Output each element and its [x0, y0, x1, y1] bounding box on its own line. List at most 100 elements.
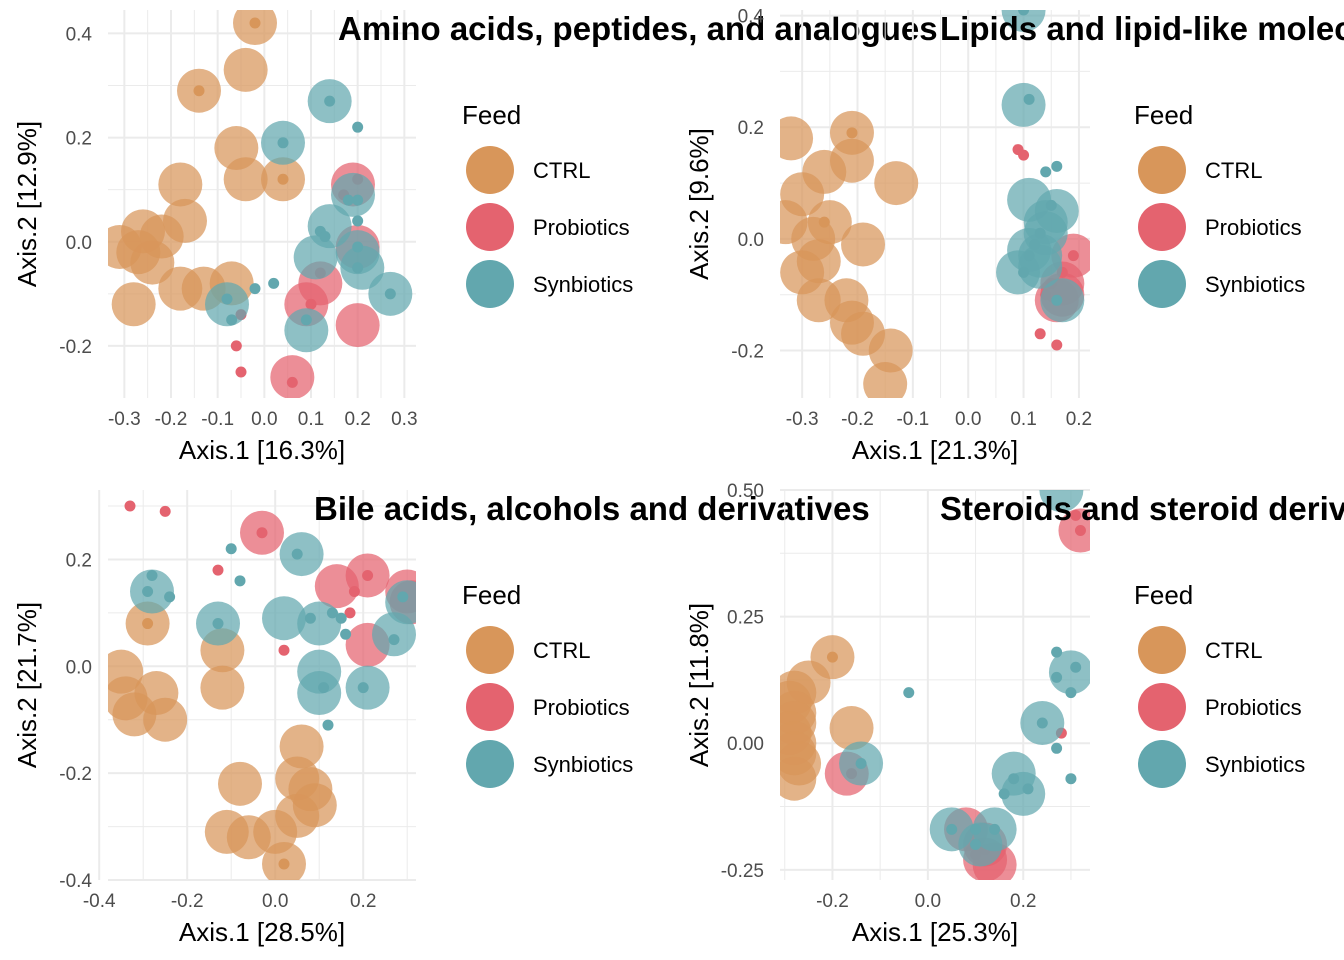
legend-key-ctrl: [1138, 626, 1186, 674]
point-ctrl: [223, 47, 268, 92]
legend-key-synbiotics: [1138, 260, 1186, 308]
points: [108, 500, 416, 880]
x-axis-label: Axis.1 [28.5%]: [179, 917, 345, 947]
point-ctrl: [130, 240, 175, 285]
legend: Feed CTRL Probiotics Synbiotics: [1134, 100, 1305, 308]
point-synbiotics-small: [1065, 687, 1077, 699]
panel-1: -0.3 -0.2 -0.1 0.0 0.1 0.2 0.3 -0.2 0.0 0.2 0.4 Axi…: [12, 10, 938, 465]
points: [108, 10, 413, 398]
point-probiotics-small: [230, 340, 242, 352]
x-tick-label: 0.0: [251, 409, 277, 430]
point-ctrl: [841, 222, 886, 267]
legend-label-ctrl: CTRL: [1205, 158, 1262, 183]
legend-key-ctrl: [466, 146, 514, 194]
point-synbiotics: [1048, 650, 1090, 695]
legend-label-synbiotics: Synbiotics: [533, 752, 633, 777]
point-probiotics-small: [305, 298, 317, 310]
point-synbiotics-small: [352, 215, 364, 227]
point-ctrl-small: [142, 618, 154, 630]
legend-label-ctrl: CTRL: [533, 638, 590, 663]
point-synbiotics: [293, 235, 338, 280]
point-probiotics: [1058, 508, 1090, 553]
point-synbiotics-small: [970, 839, 982, 851]
point-probiotics-small: [348, 586, 360, 598]
x-tick-label: 0.2: [350, 891, 376, 912]
point-synbiotics-small: [384, 288, 396, 300]
x-tick-label: 0.0: [262, 891, 288, 912]
legend-label-probiotics: Probiotics: [1205, 215, 1302, 240]
point-probiotics-small: [1074, 525, 1086, 537]
y-axis-label: Axis.2 [11.8%]: [684, 603, 714, 767]
point-ctrl: [868, 328, 913, 373]
point-synbiotics-small: [1045, 199, 1057, 211]
point-synbiotics-small: [998, 788, 1010, 800]
point-synbiotics-small: [1040, 166, 1052, 178]
point-synbiotics-small: [304, 612, 316, 624]
point-synbiotics-small: [397, 591, 409, 603]
point-synbiotics: [1001, 82, 1046, 127]
point-ctrl-small: [826, 651, 838, 663]
legend-key-synbiotics: [1138, 740, 1186, 788]
point-synbiotics-small: [342, 194, 354, 206]
legend-label-synbiotics: Synbiotics: [1205, 272, 1305, 297]
point-synbiotics-small: [291, 548, 303, 560]
legend-label-ctrl: CTRL: [533, 158, 590, 183]
legend-key-probiotics: [466, 203, 514, 251]
point-synbiotics-small: [388, 634, 400, 646]
x-tick-label: -0.3: [786, 409, 819, 430]
legend-key-ctrl: [1138, 146, 1186, 194]
x-axis-label: Axis.1 [16.3%]: [179, 435, 345, 465]
point-synbiotics-small: [903, 687, 915, 699]
point-synbiotics: [385, 580, 416, 625]
x-tick-label: 0.1: [1010, 409, 1036, 430]
legend: Feed CTRL Probiotics Synbiotics: [462, 100, 633, 308]
point-synbiotics: [1040, 278, 1085, 323]
y-tick-label: 0.50: [727, 481, 764, 502]
point-ctrl-small: [278, 858, 290, 870]
x-tick-label: -0.2: [841, 409, 874, 430]
point-synbiotics-small: [249, 283, 261, 295]
point-synbiotics-small: [221, 293, 233, 305]
point-ctrl: [158, 162, 203, 207]
point-synbiotics: [297, 671, 342, 716]
point-synbiotics-small: [1070, 661, 1082, 673]
y-tick-label: 0.2: [738, 118, 764, 139]
point-synbiotics-small: [268, 277, 280, 289]
point-synbiotics-small: [226, 314, 238, 326]
x-axis-label: Axis.1 [25.3%]: [852, 917, 1018, 947]
y-tick-label: 0.0: [66, 657, 92, 678]
point-synbiotics-small: [318, 682, 330, 694]
point-synbiotics: [331, 172, 375, 217]
point-synbiotics-small: [146, 569, 158, 581]
legend-title: Feed: [1134, 580, 1193, 610]
point-synbiotics-small: [1051, 646, 1063, 658]
point-probiotics-small: [256, 527, 268, 539]
point-synbiotics-small: [1034, 227, 1046, 239]
legend-label-synbiotics: Synbiotics: [533, 272, 633, 297]
point-ctrl: [874, 161, 919, 206]
x-tick-label: 0.3: [391, 409, 417, 430]
point-probiotics-small: [159, 505, 171, 517]
point-synbiotics-small: [300, 314, 312, 326]
chart-title: Bile acids, alcohols and derivatives: [314, 490, 870, 527]
point-ctrl: [829, 706, 874, 751]
panel-2: -0.3 -0.2 -0.1 0.0 0.1 0.2 -0.2 0.0 0.2 0.4 Axis.1…: [684, 7, 1344, 465]
point-synbiotics-small: [324, 95, 336, 107]
point-synbiotics-small: [277, 137, 289, 149]
point-synbiotics-small: [1023, 250, 1035, 262]
point-synbiotics-small: [1051, 160, 1063, 172]
point-probiotics-small: [278, 644, 290, 656]
point-synbiotics-small: [970, 823, 982, 835]
point-ctrl: [111, 282, 156, 327]
legend-key-probiotics: [466, 683, 514, 731]
point-ctrl-small: [193, 85, 205, 97]
legend-title: Feed: [1134, 100, 1193, 130]
y-tick-label: 0.25: [727, 608, 764, 629]
point-synbiotics-small: [989, 823, 1001, 835]
point-ctrl: [218, 761, 262, 806]
point-synbiotics-small: [1018, 266, 1030, 278]
point-ctrl-small: [249, 17, 261, 29]
point-synbiotics-small: [225, 543, 237, 555]
point-probiotics-small: [1067, 250, 1079, 262]
y-axis-label: Axis.2 [9.6%]: [684, 128, 714, 280]
